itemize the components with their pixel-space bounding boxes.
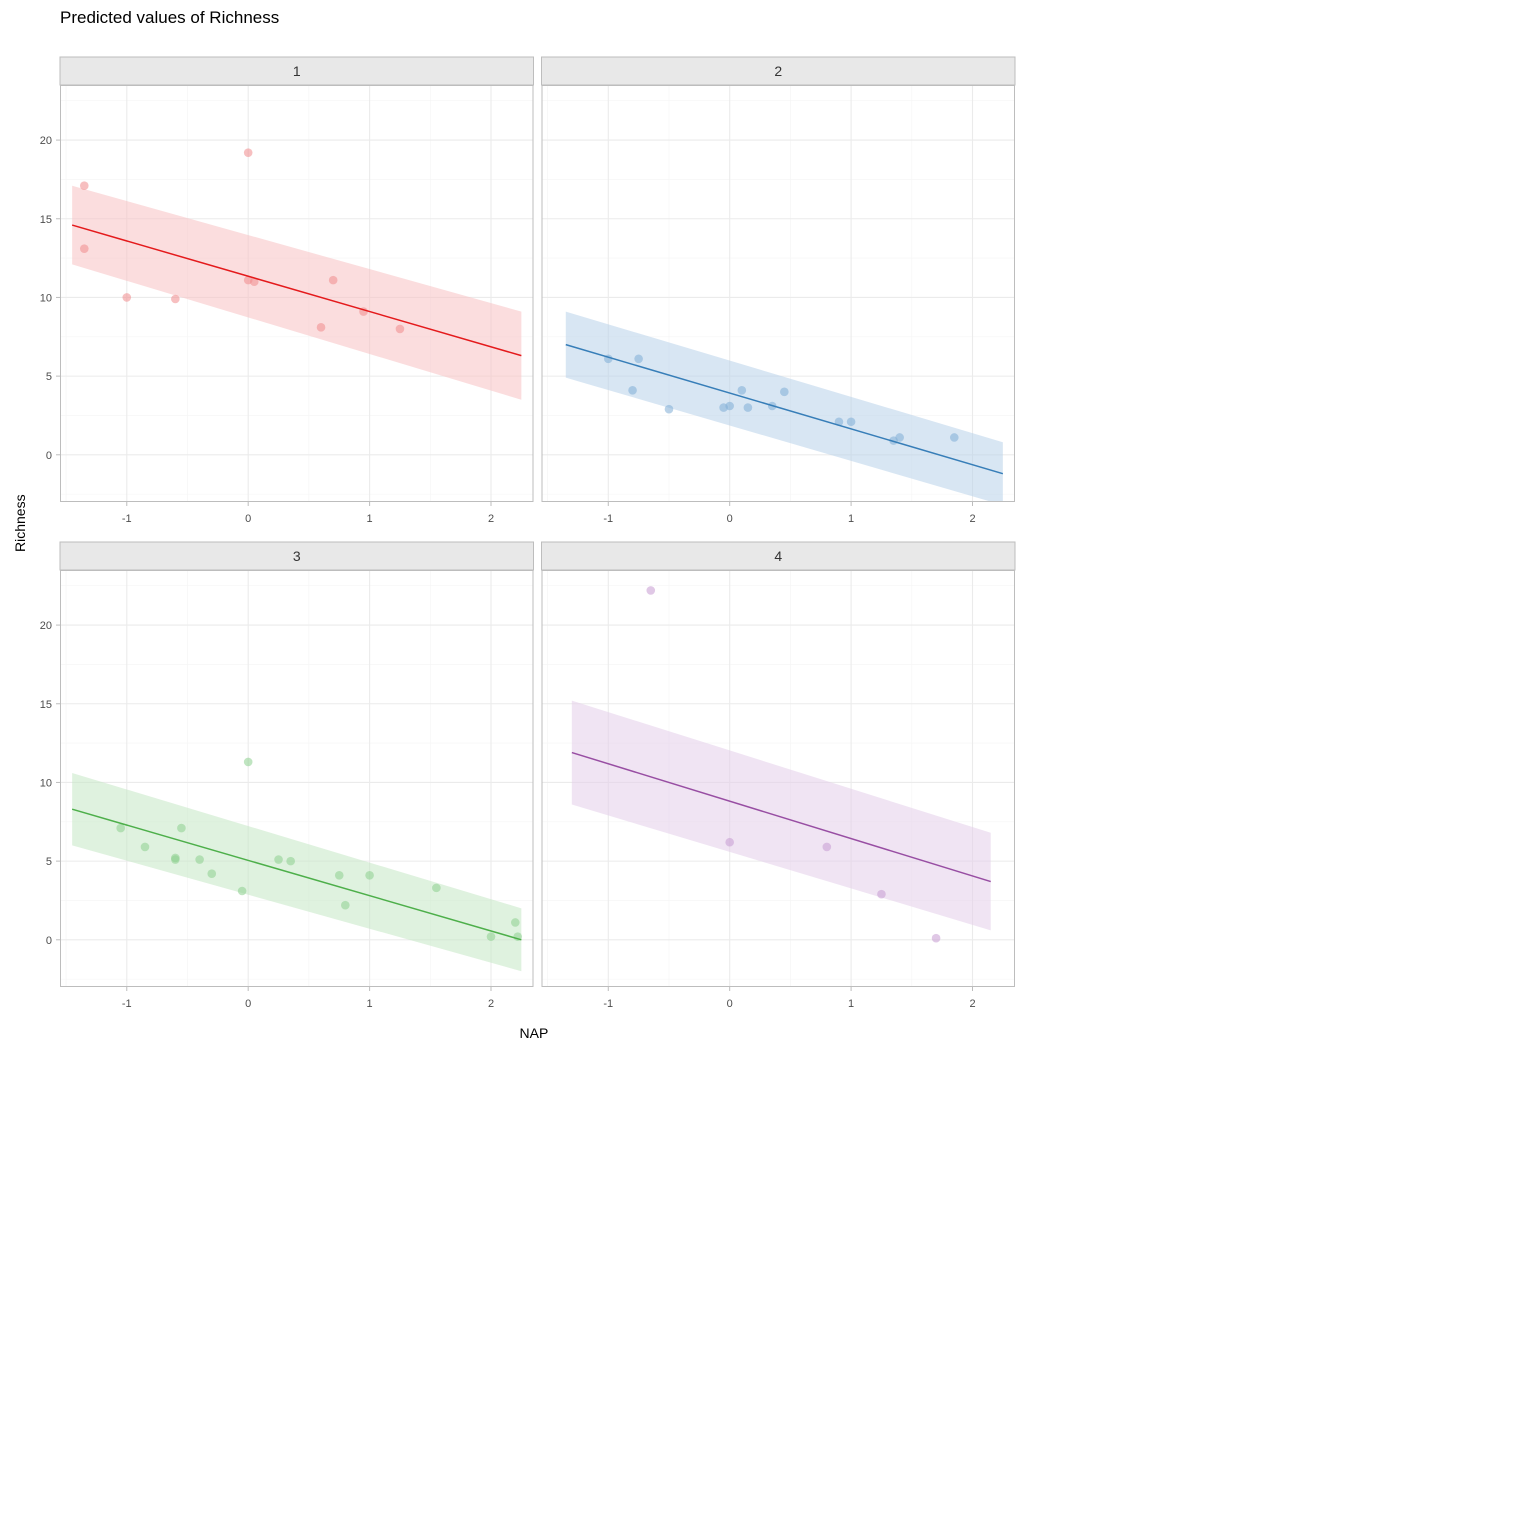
data-point (932, 934, 941, 943)
x-tick-label: 0 (727, 513, 733, 525)
data-point (665, 405, 674, 414)
data-point (487, 932, 496, 941)
data-point (317, 323, 326, 332)
data-point (122, 293, 131, 302)
x-tick-label: 1 (367, 998, 373, 1010)
x-tick-label: 2 (488, 998, 494, 1010)
data-point (396, 325, 405, 334)
data-point (286, 857, 295, 866)
data-point (171, 855, 180, 864)
data-point (725, 402, 734, 411)
data-point (238, 887, 247, 896)
data-point (244, 148, 253, 157)
data-point (171, 295, 180, 304)
data-point (341, 901, 350, 910)
data-point (847, 417, 856, 426)
data-point (823, 843, 832, 852)
data-point (80, 244, 89, 253)
facet-label: 2 (774, 63, 782, 79)
y-tick-label: 5 (46, 856, 52, 868)
data-point (432, 884, 441, 893)
y-tick-label: 0 (46, 935, 52, 947)
facet-label: 4 (774, 548, 782, 564)
data-point (646, 586, 655, 595)
data-point (877, 890, 886, 899)
x-tick-label: -1 (122, 513, 132, 525)
data-point (195, 855, 204, 864)
data-point (950, 433, 959, 442)
x-tick-label: 1 (848, 513, 854, 525)
x-tick-label: 1 (367, 513, 373, 525)
data-point (274, 855, 283, 864)
facet-label: 1 (293, 63, 301, 79)
data-point (744, 403, 753, 412)
data-point (634, 355, 643, 364)
chart-root: Predicted values of Richness Richness NA… (0, 0, 1025, 1025)
data-point (725, 838, 734, 847)
x-tick-label: -1 (603, 998, 613, 1010)
y-tick-label: 0 (46, 450, 52, 462)
x-tick-label: 2 (969, 998, 975, 1010)
x-tick-label: 1 (848, 998, 854, 1010)
chart-svg: 105101520-10122-1012305101520-10124-1012 (0, 0, 1025, 1025)
y-tick-label: 10 (40, 777, 52, 789)
x-tick-label: -1 (603, 513, 613, 525)
data-point (511, 918, 520, 927)
y-tick-label: 10 (40, 292, 52, 304)
data-point (177, 824, 186, 833)
facet-label: 3 (293, 548, 301, 564)
data-point (329, 276, 338, 285)
y-tick-label: 20 (40, 620, 52, 632)
data-point (628, 386, 637, 395)
x-tick-label: 0 (245, 998, 251, 1010)
y-tick-label: 15 (40, 214, 52, 226)
data-point (141, 843, 150, 852)
y-tick-label: 15 (40, 699, 52, 711)
data-point (244, 758, 253, 767)
x-tick-label: 0 (727, 998, 733, 1010)
y-tick-label: 5 (46, 371, 52, 383)
data-point (335, 871, 344, 880)
data-point (780, 388, 789, 397)
data-point (80, 181, 89, 190)
data-point (895, 433, 904, 442)
data-point (116, 824, 125, 833)
data-point (738, 386, 747, 395)
x-axis-label: NAP (520, 1025, 549, 1041)
data-point (365, 871, 374, 880)
x-tick-label: -1 (122, 998, 132, 1010)
y-tick-label: 20 (40, 135, 52, 147)
x-tick-label: 2 (969, 513, 975, 525)
data-point (207, 869, 216, 878)
x-tick-label: 2 (488, 513, 494, 525)
x-tick-label: 0 (245, 513, 251, 525)
